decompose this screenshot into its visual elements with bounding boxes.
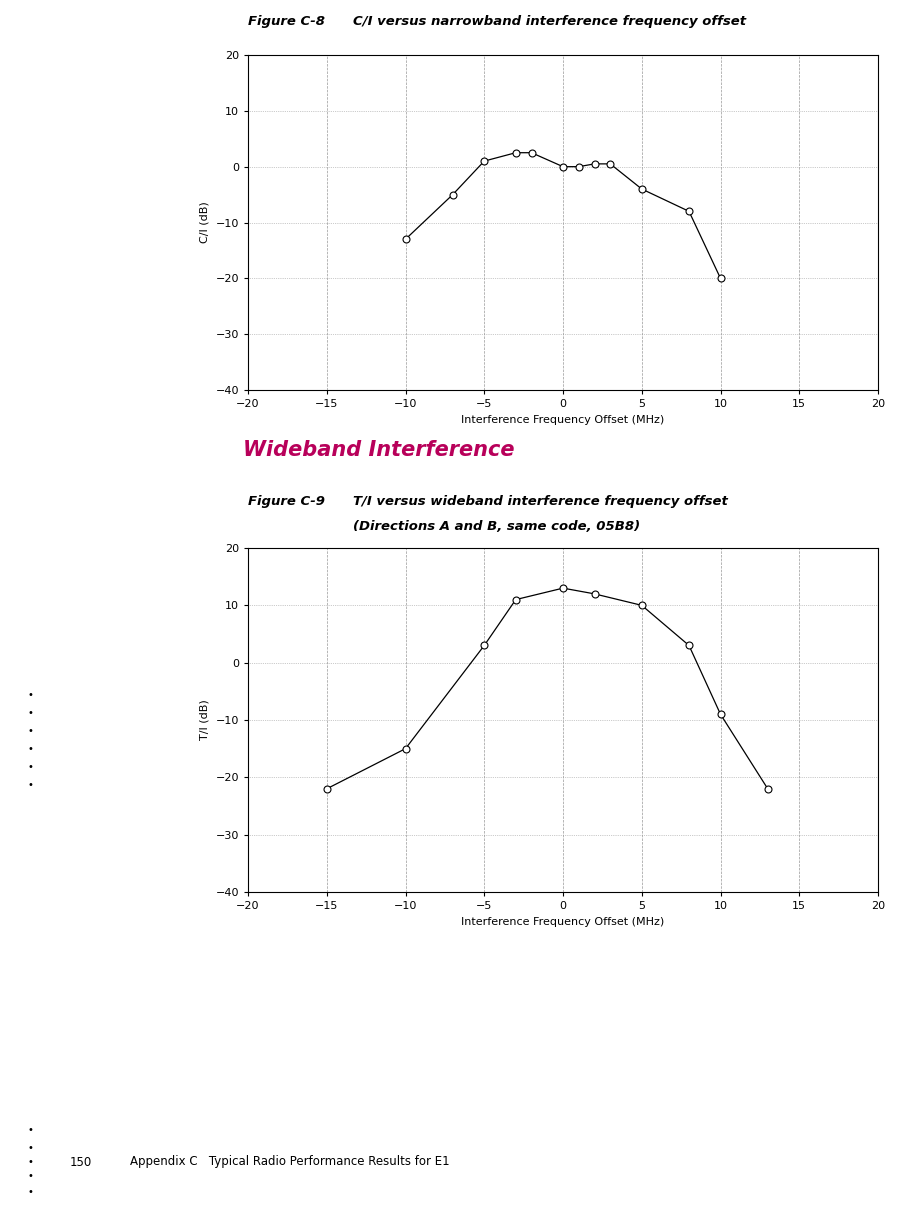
Text: Wideband Interference: Wideband Interference <box>243 440 515 460</box>
Text: •: • <box>27 1157 33 1168</box>
Text: •: • <box>27 780 33 791</box>
Text: Figure C-8: Figure C-8 <box>248 15 325 28</box>
Text: •: • <box>27 1187 33 1197</box>
Text: •: • <box>27 762 33 772</box>
Text: 150: 150 <box>70 1155 92 1169</box>
Text: Figure C-9: Figure C-9 <box>248 495 325 508</box>
Text: •: • <box>27 1143 33 1153</box>
X-axis label: Interference Frequency Offset (MHz): Interference Frequency Offset (MHz) <box>461 415 665 425</box>
Text: •: • <box>27 744 33 754</box>
Y-axis label: T/I (dB): T/I (dB) <box>200 699 210 741</box>
Text: •: • <box>27 1171 33 1181</box>
Text: •: • <box>27 1125 33 1135</box>
Text: Appendix C   Typical Radio Performance Results for E1: Appendix C Typical Radio Performance Res… <box>130 1155 449 1169</box>
Text: (Directions A and B, same code, 05B8): (Directions A and B, same code, 05B8) <box>353 520 640 533</box>
X-axis label: Interference Frequency Offset (MHz): Interference Frequency Offset (MHz) <box>461 916 665 926</box>
Text: •: • <box>27 726 33 736</box>
Text: •: • <box>27 708 33 719</box>
Text: C/I versus narrowband interference frequency offset: C/I versus narrowband interference frequ… <box>353 15 746 28</box>
Text: T/I versus wideband interference frequency offset: T/I versus wideband interference frequen… <box>353 495 728 508</box>
Y-axis label: C/I (dB): C/I (dB) <box>200 201 210 243</box>
Text: •: • <box>27 691 33 700</box>
